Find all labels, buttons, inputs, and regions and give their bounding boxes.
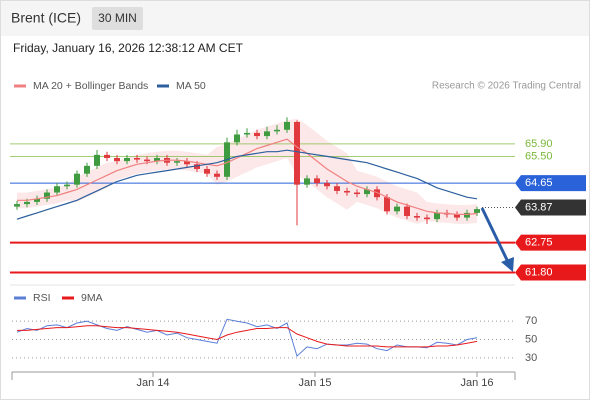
candle-body: [244, 132, 250, 135]
candle-body: [24, 201, 30, 205]
level-label: 62.75: [525, 237, 553, 249]
candle-body: [174, 161, 180, 163]
candle-body: [364, 189, 370, 195]
candle-body: [294, 121, 300, 185]
candle-body: [354, 192, 360, 195]
legend-label: MA 20 + Bollinger Bands: [33, 80, 148, 92]
candle-body: [264, 131, 270, 137]
forecast-arrow: [480, 207, 514, 272]
candle-body: [374, 189, 380, 198]
indicator-line: [16, 318, 478, 358]
level-badge: [515, 234, 586, 251]
candle-body: [344, 190, 350, 193]
candle-body: [64, 184, 70, 187]
level-badge: [515, 199, 586, 216]
candle-body: [114, 158, 120, 162]
candle-body: [44, 192, 50, 199]
legend-label: RSI: [33, 292, 51, 304]
candle-body: [414, 216, 420, 218]
candle-body: [454, 214, 460, 218]
legend-label: 9MA: [81, 292, 103, 304]
candle-body: [204, 168, 210, 174]
level-badge: [515, 175, 586, 192]
level-label: 65.90: [525, 138, 553, 150]
candle-body: [434, 212, 440, 220]
candle-body: [424, 217, 430, 220]
candle-body: [324, 183, 330, 187]
indicator-line: [17, 325, 478, 348]
ma-line: [16, 149, 478, 220]
candle-body: [334, 186, 340, 191]
level-label: 64.65: [525, 177, 553, 189]
candle-body: [184, 161, 190, 165]
y-tick-label: 50: [525, 333, 537, 345]
bollinger-band: [17, 118, 477, 224]
arrow-shaft: [480, 207, 510, 263]
candle-body: [464, 212, 470, 218]
ma-line: [17, 138, 478, 215]
level-label: 65.50: [525, 150, 553, 162]
y-tick-label: 70: [525, 315, 537, 327]
candle-body: [284, 121, 290, 130]
candle-body: [384, 197, 390, 212]
x-tick-label: Jan 16: [460, 377, 493, 389]
candle-body: [254, 132, 260, 137]
interval-badge: [92, 7, 143, 30]
y-tick-label: 30: [525, 352, 537, 364]
interval: 30 MIN: [98, 11, 137, 25]
level-label: 61.80: [525, 266, 553, 278]
credit: Research © 2026 Trading Central: [432, 81, 581, 92]
candle-body: [304, 178, 310, 185]
candle-body: [34, 198, 40, 202]
candle-body: [394, 206, 400, 212]
candle-body: [234, 134, 240, 143]
candle-body: [154, 158, 160, 162]
candle-body: [14, 204, 20, 207]
x-tick-label: Jan 15: [298, 377, 331, 389]
candle-body: [84, 165, 90, 174]
candle-body: [124, 158, 130, 162]
level-badge: [515, 264, 586, 281]
candle-body: [194, 164, 200, 169]
x-tick-label: Jan 14: [136, 377, 169, 389]
candle-body: [404, 206, 410, 217]
candle-body: [54, 186, 60, 193]
candle-body: [214, 173, 220, 177]
candle-body: [474, 209, 480, 213]
candle-body: [104, 154, 110, 159]
arrow-head: [501, 257, 514, 272]
candle-body: [134, 158, 140, 160]
header-bar: [1, 1, 589, 36]
candle-body: [94, 154, 100, 166]
candle-body: [314, 178, 320, 184]
legend-label: MA 50: [176, 80, 206, 92]
level-label: 63.87: [525, 201, 553, 213]
candle-body: [144, 159, 150, 162]
timestamp: Friday, January 16, 2026 12:38:12 AM CET: [13, 41, 244, 55]
candle-body: [274, 129, 280, 132]
symbol: Brent (ICE): [11, 10, 81, 26]
candle-body: [74, 173, 80, 185]
